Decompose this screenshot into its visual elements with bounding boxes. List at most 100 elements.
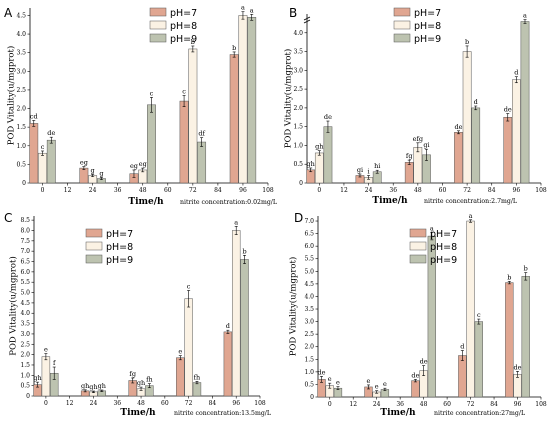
legend-swatch [409, 241, 427, 251]
bar-pH7-72h [458, 355, 467, 398]
panel-d: D 0 0.5 1.0 1.5 2.0 2.5 3.0 3.5 4.0 4.5 5.0 5.5 6.0 6.… [288, 211, 547, 418]
y-tick-label: 1.5 [16, 124, 26, 131]
x-tick-label: 12 [340, 187, 348, 194]
legend-swatch [149, 33, 167, 43]
legend-swatch [85, 241, 103, 251]
significance-label: g [99, 169, 103, 177]
y-tick-label: 7.5 [20, 238, 30, 245]
y-axis-label: POD Vitality(u/mgprot) [8, 256, 19, 356]
significance-label: de [420, 358, 428, 366]
y-tick-label: 4.5 [16, 12, 26, 19]
y-tick-label: 2.0 [293, 105, 303, 112]
y-tick-label: 5.5 [304, 256, 314, 263]
legend-label: pH=9 [106, 255, 133, 266]
panel-label: C [4, 211, 12, 225]
significance-label: fh [146, 376, 153, 384]
y-tick-label: 0 [26, 393, 30, 400]
y-tick-label: 7.0 [304, 218, 314, 225]
y-tick-label: 2.0 [20, 352, 30, 359]
significance-label: d [514, 69, 518, 77]
x-tick-label: 12 [349, 401, 357, 408]
y-tick-label: 0 [299, 180, 303, 187]
y-axis-label: POD Vitality(u/mgprot) [6, 46, 17, 146]
x-tick-label: 72 [467, 401, 475, 408]
bar-pH8-96h [513, 374, 522, 398]
significance-label: d [474, 98, 478, 106]
x-tick-label: 96 [514, 401, 522, 408]
bar-pH9-0h [323, 126, 333, 184]
bar-pH9-0h [46, 139, 56, 184]
x-tick-label: 24 [89, 187, 97, 194]
significance-label: a [250, 6, 254, 14]
x-tick-label: 84 [490, 401, 498, 408]
bar-pH7-48h [404, 162, 414, 184]
nitrite-concentration-note: nitrite concentration:2.7mg/L [424, 198, 517, 205]
bar-pH9-72h [474, 321, 483, 398]
significance-label: b [232, 44, 236, 52]
legend-swatch [409, 254, 427, 264]
significance-label: gh [137, 379, 145, 387]
y-tick-label: 3.0 [16, 68, 26, 75]
significance-label: c [187, 282, 191, 290]
x-tick-label: 24 [90, 400, 98, 407]
axis-break-mark [303, 16, 311, 21]
significance-label: fh [194, 373, 201, 381]
panel-label: D [294, 211, 303, 225]
bar-pH7-72h [454, 132, 463, 184]
significance-label: b [242, 247, 246, 255]
significance-label: cd [30, 112, 38, 120]
legend-swatch [85, 228, 103, 238]
bar-pH8-72h [184, 298, 193, 397]
legend-label: pH=9 [170, 34, 197, 45]
significance-label: e [367, 377, 371, 385]
x-axis-label: Time/h [128, 197, 164, 207]
significance-label: c [182, 88, 186, 96]
significance-label: de [324, 113, 332, 121]
significance-label: a [234, 218, 238, 226]
legend-swatch [393, 7, 411, 17]
legend-label: pH=8 [430, 242, 457, 253]
x-tick-label: 24 [365, 187, 373, 194]
x-tick-label: 60 [443, 401, 451, 408]
y-tick-label: 4.0 [20, 310, 30, 317]
axis-break-mark [303, 19, 311, 24]
significance-label: de [504, 106, 512, 114]
x-tick-label: 36 [389, 187, 397, 194]
y-tick-label: 2.5 [20, 341, 30, 348]
significance-label: i [368, 167, 370, 175]
significance-label: e [336, 379, 340, 387]
significance-label: f [53, 359, 56, 367]
y-tick-label: 5.0 [20, 290, 30, 297]
y-tick-label: 3.5 [304, 306, 314, 313]
y-tick-label: 1.5 [304, 356, 314, 363]
x-tick-label: 84 [214, 187, 222, 194]
x-tick-label: 108 [262, 187, 274, 194]
x-tick-label: 72 [189, 187, 197, 194]
y-tick-label: 4.5 [304, 281, 314, 288]
significance-label: b [507, 273, 511, 281]
significance-label: g [91, 166, 95, 174]
significance-label: a [469, 212, 473, 220]
y-tick-label: 6.0 [304, 243, 314, 250]
x-tick-label: 48 [414, 187, 422, 194]
significance-label: e [383, 380, 387, 388]
significance-label: a [523, 12, 527, 20]
y-tick-label: 8.0 [20, 227, 30, 234]
legend-label: pH=7 [106, 229, 133, 240]
panel-a: A 0 0.5 1.0 1.5 2.0 2.5 3.0 3.5 4.0 4.5 0 12 24 36 48 60… [4, 4, 277, 207]
bar-pH9-96h [247, 17, 257, 184]
x-tick-label: 72 [185, 400, 193, 407]
x-tick-label: 24 [373, 401, 381, 408]
significance-label: fg [406, 152, 413, 160]
x-tick-label: 48 [139, 187, 147, 194]
significance-label: e [375, 383, 379, 391]
bar-pH9-48h [147, 104, 156, 184]
y-tick-label: 2.5 [16, 87, 26, 94]
y-tick-label: 7.0 [20, 248, 30, 255]
legend-swatch [409, 228, 427, 238]
bar-pH7-0h [29, 123, 39, 184]
y-tick-label: 6.5 [304, 231, 314, 238]
y-axis-label: POD Vitality(u/mgprot) [283, 49, 294, 149]
significance-label: c [41, 143, 45, 151]
